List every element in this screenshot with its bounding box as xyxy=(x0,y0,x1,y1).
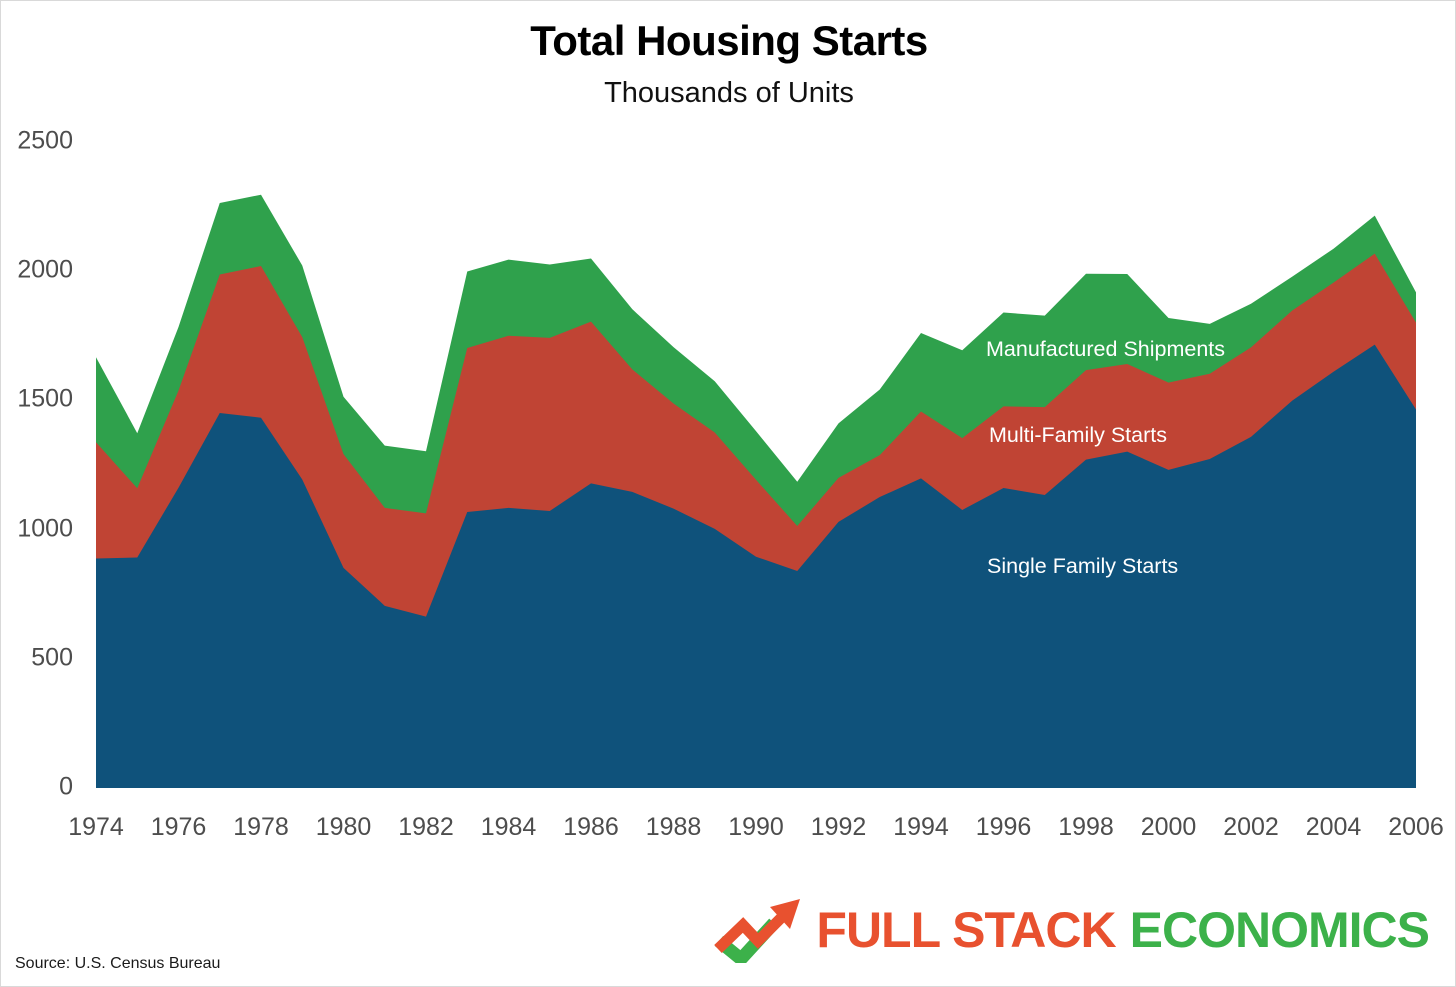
series-label-multi-family-starts: Multi-Family Starts xyxy=(989,423,1167,447)
trend-arrow-check-icon xyxy=(714,899,801,963)
y-axis-tick-label: 0 xyxy=(59,772,73,801)
x-axis-tick-label: 1974 xyxy=(68,813,124,841)
y-axis-tick-label: 1000 xyxy=(17,513,73,542)
y-axis-tick-label: 1500 xyxy=(17,384,73,413)
x-axis-tick-label: 2004 xyxy=(1305,813,1362,841)
x-axis-tick-label: 2006 xyxy=(1388,813,1444,841)
x-axis-tick-label: 1984 xyxy=(480,813,537,841)
x-axis-tick-label: 1980 xyxy=(315,813,372,841)
x-axis-tick-label: 1990 xyxy=(728,813,784,841)
chart-subtitle: Thousands of Units xyxy=(604,77,854,109)
x-axis-tick-label: 1996 xyxy=(975,813,1032,841)
x-axis-tick-label: 2000 xyxy=(1140,813,1197,841)
x-axis-tick-label: 1998 xyxy=(1058,813,1114,841)
series-label-single-family-starts: Single Family Starts xyxy=(987,554,1179,578)
chart-title: Total Housing Starts xyxy=(530,17,928,64)
brand-text-full-stack: FULL STACK xyxy=(816,902,1116,958)
x-axis-tick-label: 1994 xyxy=(893,813,949,841)
y-axis-tick-label: 2000 xyxy=(17,255,73,284)
area-single-family-starts xyxy=(96,344,1416,788)
x-axis-tick-label: 1978 xyxy=(233,813,289,841)
x-axis-tick-label: 1982 xyxy=(398,813,454,841)
x-axis-tick-label: 1986 xyxy=(563,813,619,841)
source-note: Source: U.S. Census Bureau xyxy=(15,955,221,972)
brand-text-economics: ECONOMICS xyxy=(1129,902,1430,958)
x-axis-tick-label: 2002 xyxy=(1223,813,1279,841)
x-axis-tick-label: 1992 xyxy=(810,813,867,841)
x-axis-tick-label: 1988 xyxy=(645,813,702,841)
y-axis-tick-label: 500 xyxy=(31,643,73,672)
x-axis-tick-label: 1976 xyxy=(150,813,207,841)
y-axis-tick-label: 2500 xyxy=(17,126,73,155)
series-label-manufactured-shipments: Manufactured Shipments xyxy=(986,337,1226,361)
brand-logo: FULL STACK ECONOMICS xyxy=(712,897,1430,963)
